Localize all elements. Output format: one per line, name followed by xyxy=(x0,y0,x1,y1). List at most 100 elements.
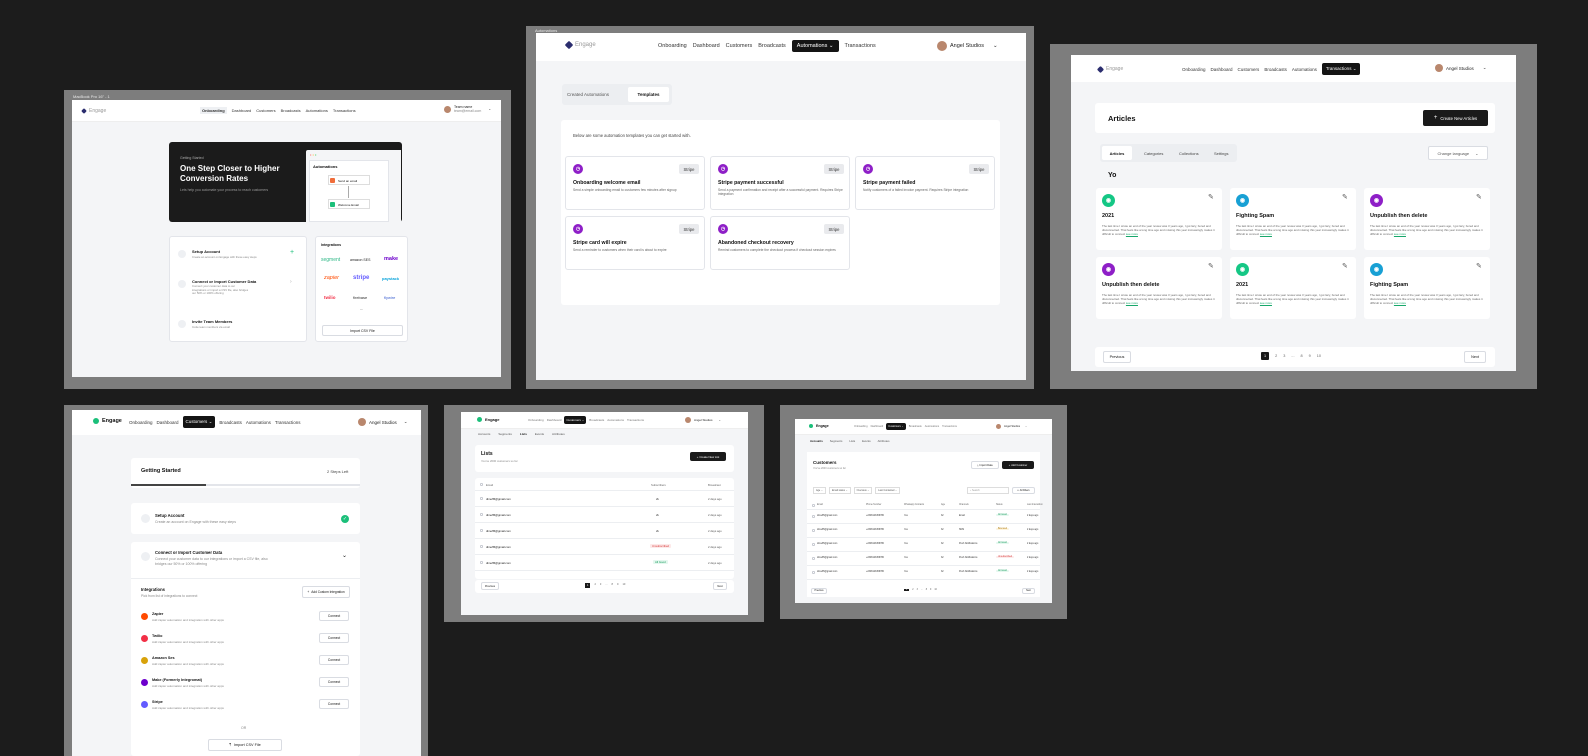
connect-button[interactable]: Connect xyxy=(319,677,349,687)
logo-make[interactable]: make xyxy=(384,256,399,262)
logo-zapier[interactable]: zapier xyxy=(324,275,339,281)
nav-transactions[interactable]: Transactions ⌄ xyxy=(1321,63,1361,75)
subtab-events[interactable]: Events xyxy=(862,439,871,443)
subtab-segments[interactable]: Segments xyxy=(829,439,843,443)
logo-firebase[interactable]: firebase xyxy=(353,295,368,300)
user-menu[interactable]: Angel Studios ⌄ xyxy=(685,417,721,423)
template-card[interactable]: ◷ Stripe Onboarding welcome email Send a si… xyxy=(565,156,705,210)
edit-icon[interactable]: ✎ xyxy=(1342,263,1348,270)
nav-broadcasts[interactable]: Broadcasts xyxy=(589,418,605,422)
template-card[interactable]: ◷ Stripe Stripe card will expire Send a rem… xyxy=(565,216,705,270)
brand-logo[interactable]: Engage xyxy=(477,417,499,422)
next-button[interactable]: Next xyxy=(1022,588,1035,594)
nav-automations[interactable]: Automations xyxy=(607,418,624,422)
row-checkbox[interactable] xyxy=(480,561,483,564)
filter-overview[interactable]: Overview ⌄ xyxy=(853,487,873,494)
edit-icon[interactable]: ✎ xyxy=(1208,263,1214,270)
nav-automations[interactable]: Automations ⌄ xyxy=(791,40,839,52)
page-2[interactable]: 2 xyxy=(912,589,914,591)
nav-dashboard[interactable]: Dashboard xyxy=(692,43,720,49)
nav-onboarding[interactable]: Onboarding xyxy=(129,419,153,425)
edit-icon[interactable]: ✎ xyxy=(1476,263,1482,270)
subtab-attributes[interactable]: Attributes xyxy=(552,432,565,436)
edit-icon[interactable]: ✎ xyxy=(1342,194,1348,201)
page-3[interactable]: 3 xyxy=(599,583,602,586)
user-menu[interactable]: Angel Studios ⌄ xyxy=(358,418,408,426)
nav-automations[interactable]: Automations xyxy=(305,108,328,113)
logo-stripe[interactable]: stripe xyxy=(353,275,370,281)
logo-flywire[interactable]: flywire xyxy=(384,295,396,300)
nav-transactions[interactable]: Transactions xyxy=(844,43,876,49)
brand-logo[interactable]: Engage xyxy=(81,108,106,114)
table-row[interactable]: dimeff6@gmail.com +2348123456780 Yes 32 Emai… xyxy=(807,510,1040,524)
search-box[interactable]: ⌕ Search xyxy=(967,487,1009,494)
nav-dashboard[interactable]: Dashboard xyxy=(1210,66,1233,72)
nav-automations[interactable]: Automations xyxy=(245,419,271,425)
see-more-link[interactable]: see more xyxy=(1393,232,1406,237)
row-checkbox[interactable] xyxy=(812,557,815,560)
row-checkbox[interactable] xyxy=(812,529,815,532)
row-checkbox[interactable] xyxy=(480,513,483,516)
step-setup-account[interactable]: Setup Account Create an account on Engag… xyxy=(131,503,360,534)
page-3[interactable]: 3 xyxy=(916,589,918,591)
nav-dashboard[interactable]: Dashboard xyxy=(870,425,884,428)
subtab-events[interactable]: Events xyxy=(534,432,545,436)
nav-automations[interactable]: Automations xyxy=(1291,66,1317,72)
all-filters-button[interactable]: ≡ All Filters xyxy=(1012,487,1035,494)
nav-customers[interactable]: Customers xyxy=(725,43,753,49)
row-checkbox[interactable] xyxy=(480,497,483,500)
user-menu[interactable]: Angel Studios ⌄ xyxy=(996,424,1027,429)
nav-customers[interactable]: Customers ⌄ xyxy=(886,423,906,430)
article-card[interactable]: ◉ ✎ Fighting Spam The last time I wrote an … xyxy=(1230,188,1356,250)
page-8[interactable]: 8 xyxy=(611,583,613,586)
page-1[interactable]: 1 xyxy=(904,589,910,591)
see-more-link[interactable]: see more xyxy=(1125,232,1138,237)
nav-broadcasts[interactable]: Broadcasts xyxy=(1264,66,1287,72)
add-custom-integration-button[interactable]: + Add Custom Integration xyxy=(302,586,350,598)
logo-paystack[interactable]: paystack xyxy=(382,276,400,281)
see-more-link[interactable]: see more xyxy=(1125,301,1138,306)
table-row[interactable]: dimeff6@gmail.com 2k 2 days ago xyxy=(475,523,734,539)
article-card[interactable]: ◉ ✎ 2021 The last time I wrote an end of th… xyxy=(1096,188,1222,250)
next-button[interactable]: Next xyxy=(713,582,727,590)
page-8[interactable]: 8 xyxy=(1300,354,1303,358)
tab-created-automations[interactable]: Created Automations xyxy=(567,92,610,97)
nav-onboarding[interactable]: Onboarding xyxy=(528,418,544,422)
table-row[interactable]: dimeff6@gmail.com 2k 2 days ago xyxy=(475,491,734,507)
connect-button[interactable]: Connect xyxy=(319,699,349,709)
tab-templates[interactable]: Templates xyxy=(628,87,669,102)
subtab-lists[interactable]: Lists xyxy=(519,432,527,436)
table-row[interactable]: dimeff6@gmail.com +2348123456780 Yes 32 Push… xyxy=(807,566,1040,580)
connect-button[interactable]: Connect xyxy=(319,611,349,621)
step-invite-team[interactable]: Invite Team Members Invite team members … xyxy=(178,317,302,337)
see-more-link[interactable]: see more xyxy=(1393,301,1406,306)
nav-customers[interactable]: Customers xyxy=(1237,66,1260,72)
page-2[interactable]: 2 xyxy=(594,583,596,586)
article-card[interactable]: ◉ ✎ 2021 The last time I wrote an end of th… xyxy=(1230,257,1356,319)
nav-customers[interactable]: Customers xyxy=(256,108,276,113)
chevron-down-icon[interactable]: ⌄ xyxy=(342,553,348,559)
page-1[interactable]: 1 xyxy=(1261,352,1270,360)
table-row[interactable]: dimeff6@gmail.com All Good 2 days ago xyxy=(475,555,734,571)
next-button[interactable]: Next xyxy=(1464,351,1486,363)
import-csv-button[interactable]: Import CSV File xyxy=(322,325,403,336)
row-checkbox[interactable] xyxy=(812,515,815,518)
step-connect-data[interactable]: Connect or Import Customer Data Connect … xyxy=(178,277,302,307)
template-card[interactable]: ◷ Stripe Abandoned checkout recovery Remind… xyxy=(710,216,850,270)
nav-broadcasts[interactable]: Broadcasts xyxy=(758,43,786,49)
nav-customers[interactable]: Customers ⌄ xyxy=(564,416,587,424)
nav-customers[interactable]: Customers ⌄ xyxy=(182,416,216,428)
page-1[interactable]: 1 xyxy=(585,583,591,588)
nav-onboarding[interactable]: Onboarding xyxy=(1182,66,1206,72)
filter-last-contacted[interactable]: Last Contacted ⌄ xyxy=(875,487,901,494)
table-row[interactable]: dimeff6@gmail.com Unsubscribed 2 days ago xyxy=(475,539,734,555)
edit-icon[interactable]: ✎ xyxy=(1208,194,1214,201)
select-all-checkbox[interactable] xyxy=(812,504,815,507)
import-data-button[interactable]: ⤓ Import Data xyxy=(971,461,999,469)
connect-button[interactable]: Connect xyxy=(319,633,349,643)
nav-automations[interactable]: Automations xyxy=(924,425,940,428)
nav-dashboard[interactable]: Dashboard xyxy=(156,419,179,425)
nav-transactions[interactable]: Transactions xyxy=(274,419,301,425)
select-all-checkbox[interactable] xyxy=(480,483,483,486)
subtab-accounts[interactable]: Accounts xyxy=(478,432,491,436)
